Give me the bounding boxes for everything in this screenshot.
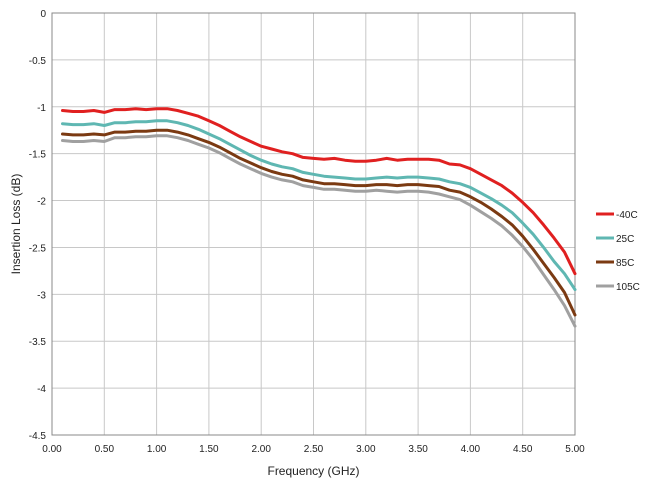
y-tick-label: -0.5 bbox=[29, 56, 47, 67]
x-tick-label: 4.50 bbox=[513, 444, 533, 455]
y-tick-label: -4 bbox=[37, 384, 46, 395]
x-tick-label: 3.50 bbox=[408, 444, 428, 455]
x-tick-label: 4.00 bbox=[461, 444, 481, 455]
x-tick-label: 0.50 bbox=[95, 444, 115, 455]
y-tick-label: 0 bbox=[40, 9, 46, 20]
series-line-1 bbox=[61, 119, 577, 292]
series-lines bbox=[61, 107, 577, 328]
plot-frame bbox=[51, 12, 576, 436]
y-tick-label: -3.5 bbox=[29, 337, 47, 348]
y-tick-label: -2 bbox=[37, 197, 46, 208]
y-tick-label: -1.5 bbox=[29, 150, 47, 161]
x-tick-label: 1.00 bbox=[147, 444, 167, 455]
x-axis-ticks: 0.00 0.50 1.00 1.50 2.00 2.50 3.00 3.50 4.00 4.50… bbox=[42, 444, 585, 455]
y-tick-label: -4.5 bbox=[29, 431, 47, 442]
y-tick-label: -1 bbox=[37, 103, 46, 114]
x-tick-label: 2.00 bbox=[251, 444, 271, 455]
legend-label: 105C bbox=[616, 282, 640, 293]
series-line-0 bbox=[61, 107, 577, 276]
y-tick-label: -3 bbox=[37, 290, 46, 301]
x-tick-label: 2.50 bbox=[304, 444, 324, 455]
legend-label: 25C bbox=[616, 234, 634, 245]
y-tick-label: -2.5 bbox=[29, 243, 47, 254]
legend-label: 85C bbox=[616, 258, 634, 269]
x-axis-title: Frequency (GHz) bbox=[267, 464, 359, 478]
legend: -40C 25C 85C 105C bbox=[596, 210, 640, 293]
y-axis-ticks: 0 -0.5 -1 -1.5 -2 -2.5 -3 -3.5 -4 -4.5 bbox=[29, 9, 47, 442]
x-tick-label: 0.00 bbox=[42, 444, 62, 455]
series-line-2 bbox=[61, 128, 577, 317]
y-axis-title: Insertion Loss (dB) bbox=[9, 174, 23, 275]
x-tick-label: 1.50 bbox=[199, 444, 219, 455]
series-line-3 bbox=[61, 134, 577, 328]
legend-label: -40C bbox=[616, 210, 638, 221]
x-tick-label: 3.00 bbox=[356, 444, 376, 455]
x-tick-label: 5.00 bbox=[565, 444, 585, 455]
plot-grid bbox=[51, 12, 576, 436]
